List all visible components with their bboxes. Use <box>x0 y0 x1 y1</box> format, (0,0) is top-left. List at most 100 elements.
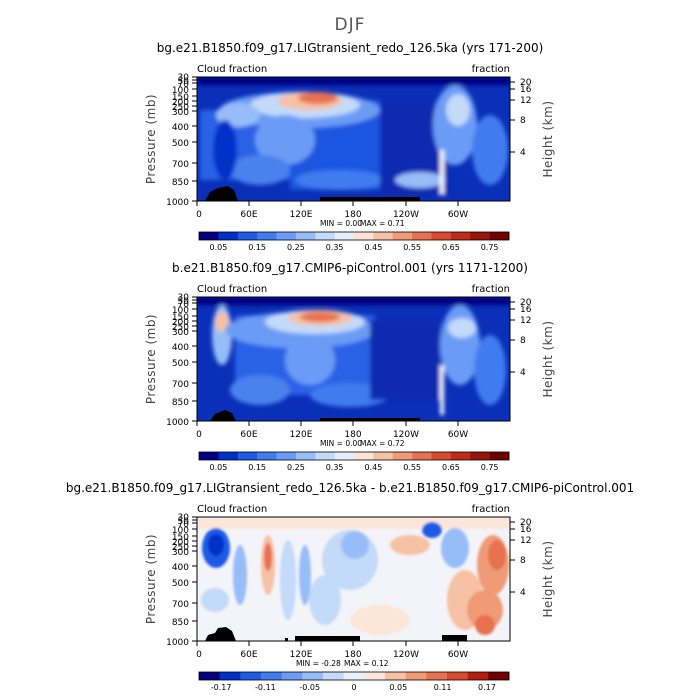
colorbar-swatch <box>199 232 219 240</box>
y-tick: 50 <box>178 77 190 87</box>
y-tick: 300 <box>172 108 189 118</box>
colorbar-label: -0.11 <box>255 683 276 692</box>
colorbar-swatch <box>450 232 471 240</box>
y-axis-right: 20 16 12 8 4 Height (km) <box>510 518 555 617</box>
y-tick: 700 <box>172 380 189 390</box>
colorbar-swatch <box>343 672 365 680</box>
colorbar-swatch <box>354 232 374 240</box>
y-axis-right: 20 16 12 8 4 Height (km) <box>510 298 555 397</box>
colorbar-swatch <box>426 672 448 680</box>
x-tick: 120W <box>393 210 419 220</box>
x-tick: 60E <box>240 650 257 660</box>
colorbar: 0.05 0.15 0.25 0.35 0.45 0.55 0.65 0.75 <box>198 231 510 252</box>
min-value: MIN = -0.28 <box>296 659 341 668</box>
y-tick: 50 <box>178 517 190 527</box>
colorbar-swatch <box>405 672 427 680</box>
colorbar-frame <box>198 231 510 241</box>
colorbar-frame <box>198 451 510 461</box>
colorbar-swatch <box>431 232 452 240</box>
left-string: Cloud fraction <box>197 284 267 295</box>
colorbar-label: 0 <box>351 683 356 692</box>
colorbar-swatch <box>302 672 324 680</box>
colorbar-swatch <box>199 452 219 460</box>
height-tick: 12 <box>520 536 531 546</box>
y-tick: 70 <box>178 520 190 530</box>
height-tick: 20 <box>520 298 532 308</box>
panel-title: bg.e21.B1850.f09_g17.LIGtransient_redo_1… <box>157 41 544 55</box>
y-tick: 200 <box>172 538 189 548</box>
panel-2: b.e21.B1850.f09_g17.CMIP6-piControl.001 … <box>144 261 555 472</box>
y-tick: 700 <box>172 600 189 610</box>
x-tick: 60W <box>448 430 468 440</box>
y-tick: 100 <box>172 306 189 316</box>
colorbar-label: 0.65 <box>442 243 460 252</box>
y-tick: 400 <box>172 123 189 133</box>
colorbar-swatch <box>295 232 316 240</box>
y-tick: 500 <box>172 139 189 149</box>
colorbar: 0.05 0.15 0.25 0.35 0.45 0.55 0.65 0.75 <box>198 451 510 472</box>
colorbar-swatch <box>257 232 277 240</box>
height-tick: 20 <box>520 518 532 528</box>
y-tick: 400 <box>172 563 189 573</box>
y-axis-label: Pressure (mb) <box>144 94 158 184</box>
y-axis-label: Pressure (mb) <box>144 534 158 624</box>
height-tick: 8 <box>520 336 526 346</box>
colorbar-label: 0.25 <box>287 243 305 252</box>
y-axis-right-label: Height (km) <box>541 321 555 398</box>
colorbar-swatch <box>218 452 239 460</box>
height-tick: 16 <box>520 305 532 315</box>
colorbar-swatch <box>295 452 316 460</box>
colorbar-label: 0.05 <box>389 683 407 692</box>
y-tick: 200 <box>172 98 189 108</box>
colorbar-swatch <box>237 452 258 460</box>
colorbar-label: 0.15 <box>248 463 266 472</box>
height-tick: 16 <box>520 525 532 535</box>
y-tick: 1000 <box>166 198 189 208</box>
min-value: MIN = 0.00 <box>320 439 362 448</box>
y-tick: 30 <box>178 293 190 303</box>
x-tick: 180 <box>344 430 361 440</box>
colorbar-swatch <box>447 672 468 680</box>
colorbar-swatch <box>431 452 452 460</box>
colorbar-label: 0.55 <box>403 243 421 252</box>
colorbar-frame <box>198 671 510 681</box>
y-axis-left: 30 50 70 100 150 200 250 300 400 500 700… <box>144 513 197 648</box>
colorbar-label: -0.17 <box>211 683 232 692</box>
x-tick: 180 <box>344 650 361 660</box>
height-tick: 4 <box>520 368 526 378</box>
colorbar-swatch <box>315 232 335 240</box>
right-string: fraction <box>472 284 510 295</box>
y-tick: 1000 <box>166 638 189 648</box>
panel-1: bg.e21.B1850.f09_g17.LIGtransient_redo_1… <box>144 41 555 252</box>
x-tick: 120E <box>290 210 313 220</box>
height-tick: 4 <box>520 148 526 158</box>
colorbar-label: -0.05 <box>299 683 320 692</box>
colorbar-swatch <box>334 232 355 240</box>
colorbar-label: 0.65 <box>442 463 460 472</box>
y-tick: 250 <box>172 543 189 553</box>
colorbar-swatch <box>261 672 282 680</box>
y-axis-left: 30 50 70 100 150 200 250 300 400 500 700… <box>144 73 197 208</box>
height-tick: 12 <box>520 316 531 326</box>
x-tick: 180 <box>344 210 361 220</box>
colorbar-swatch <box>354 452 374 460</box>
x-tick: 0 <box>196 650 202 660</box>
colorbar-label: 0.15 <box>248 243 266 252</box>
y-tick: 100 <box>172 526 189 536</box>
colorbar-label: 0.75 <box>481 463 499 472</box>
y-axis-right-label: Height (km) <box>541 541 555 618</box>
colorbar-swatch <box>281 672 303 680</box>
min-value: MIN = 0.00 <box>320 219 362 228</box>
colorbar-label: 0.35 <box>326 243 344 252</box>
heatmap-field <box>197 297 510 421</box>
colorbar-label: 0.05 <box>209 463 227 472</box>
y-tick: 150 <box>172 93 189 103</box>
colorbar-swatch <box>315 452 335 460</box>
panel-title: b.e21.B1850.f09_g17.CMIP6-piControl.001 … <box>172 261 528 275</box>
colorbar-label: 0.35 <box>326 463 344 472</box>
colorbar-swatch <box>467 672 489 680</box>
colorbar-swatch <box>219 672 241 680</box>
x-tick: 120W <box>393 650 419 660</box>
colorbar-swatch <box>385 672 406 680</box>
